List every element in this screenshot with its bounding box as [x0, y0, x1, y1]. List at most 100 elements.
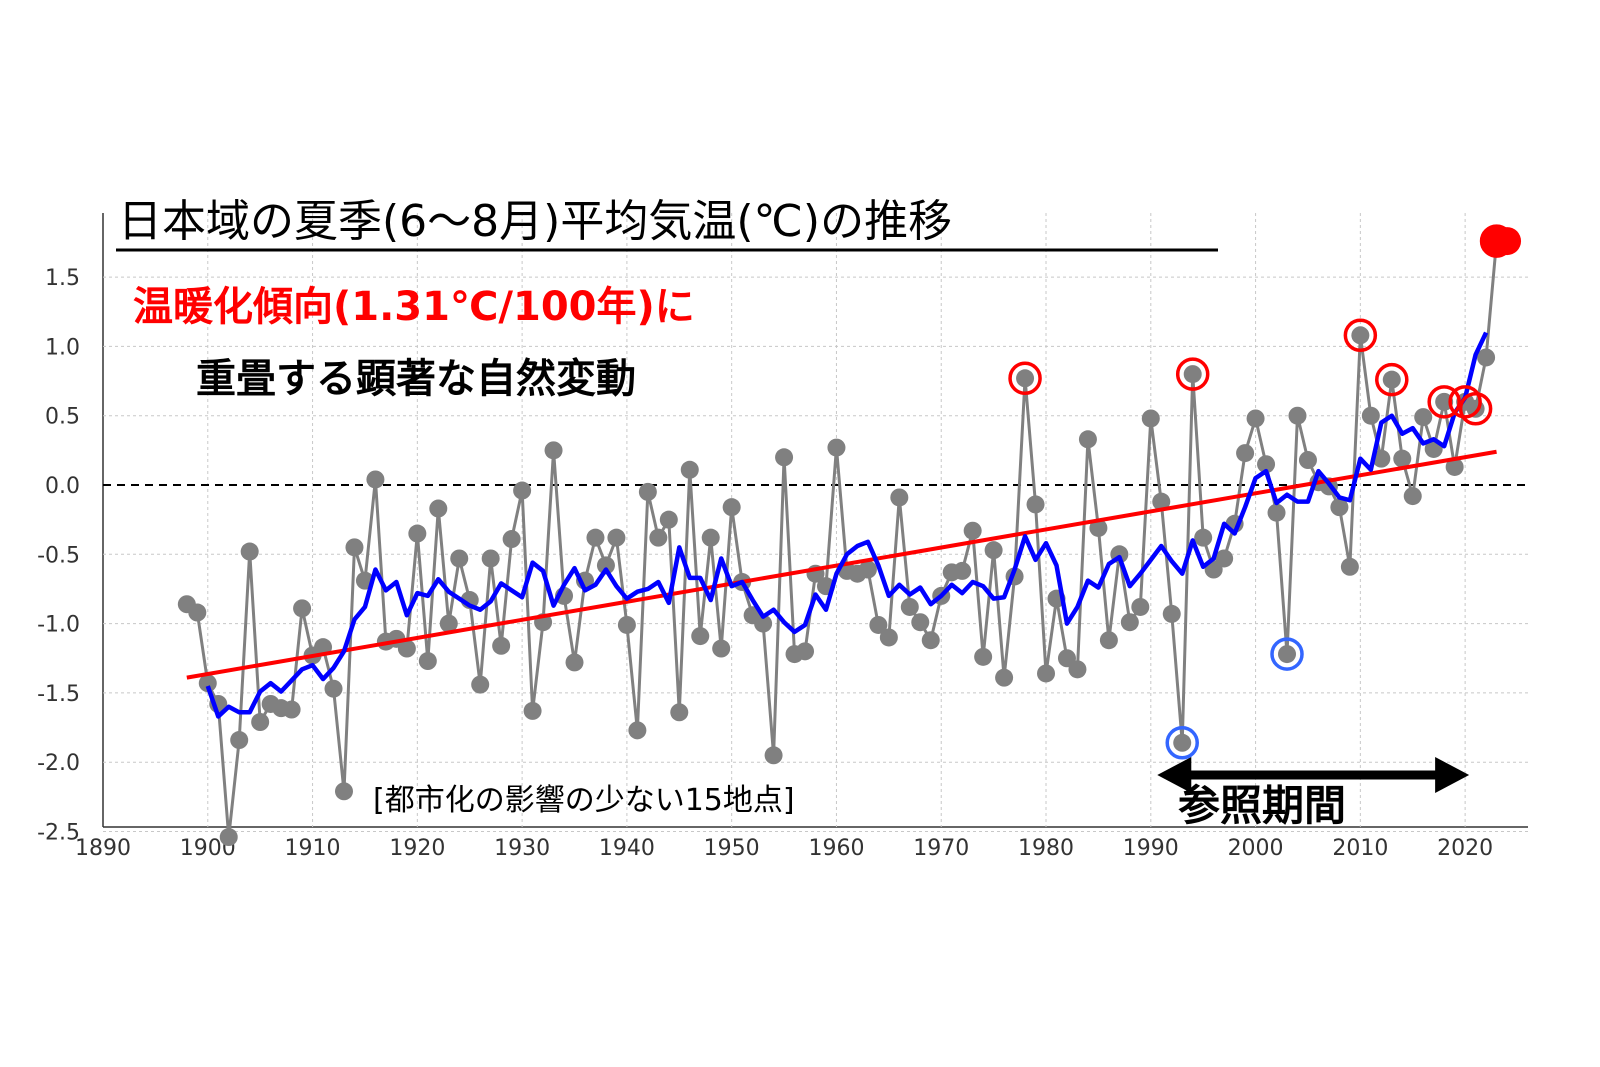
annual-point: [1340, 557, 1359, 576]
reference-period-arrow: [1157, 757, 1470, 793]
annual-point: [596, 556, 615, 575]
annual-point: [869, 615, 888, 634]
plot-frame: [102, 213, 1528, 828]
x-tick-label: 1990: [1123, 836, 1179, 861]
annual-point: [691, 627, 710, 646]
x-tick-label: 2010: [1332, 836, 1388, 861]
annual-point: [775, 448, 794, 467]
annual-point: [712, 639, 731, 658]
annual-point: [282, 700, 301, 719]
grid: [103, 213, 1528, 832]
annual-point: [429, 499, 448, 518]
annual-point: [293, 599, 312, 618]
annual-point: [1037, 664, 1056, 683]
x-tick-label: 1960: [808, 836, 864, 861]
station-note: [都市化の影響の少ない15地点]: [373, 783, 795, 818]
annual-point: [1288, 406, 1307, 425]
annual-point: [995, 668, 1014, 687]
x-tick-label: 1890: [75, 836, 131, 861]
record-point: [1493, 227, 1522, 256]
annual-point: [1152, 492, 1171, 511]
record-markers: [1482, 227, 1522, 256]
reference-period-label: 参照期間: [1178, 781, 1346, 830]
annual-point: [974, 647, 993, 666]
annual-point: [1120, 613, 1139, 632]
annual-point: [1445, 457, 1464, 476]
y-tick-label: -0.5: [37, 543, 80, 568]
natural-variation-label: 重畳する顕著な自然変動: [196, 356, 636, 402]
annual-point: [628, 721, 647, 740]
annual-point: [953, 561, 972, 580]
annual-point: [607, 528, 626, 547]
annual-point: [219, 828, 238, 847]
plot-area: [103, 213, 1528, 827]
annual-point: [879, 628, 898, 647]
annual-point: [1078, 430, 1097, 449]
annual-point: [911, 613, 930, 632]
annual-point: [513, 481, 532, 500]
warm-highlight-ring: [1008, 361, 1042, 396]
annual-point: [345, 538, 364, 557]
annual-point: [638, 482, 657, 501]
annual-point: [1131, 597, 1150, 616]
annual-point: [796, 642, 815, 661]
running-mean-series: [205, 331, 1489, 719]
y-tick-label: -2.0: [37, 751, 80, 776]
annual-point: [1477, 348, 1496, 367]
annual-point: [1173, 733, 1192, 752]
warm-highlight-ring: [1375, 362, 1409, 397]
annual-point: [1016, 369, 1035, 388]
x-tick-label: 2020: [1437, 836, 1493, 861]
annual-point: [1414, 408, 1433, 427]
annual-point: [1403, 487, 1422, 506]
annual-point: [858, 560, 877, 579]
warm-highlight-ring: [1175, 357, 1210, 391]
annual-point: [649, 528, 668, 547]
x-tick-label: 1980: [1018, 836, 1074, 861]
annual-point: [544, 441, 563, 460]
annual-point: [1351, 326, 1370, 345]
cool-highlight-ring: [1165, 726, 1199, 760]
annual-point: [1435, 392, 1454, 411]
y-tick-label: 1.0: [45, 335, 80, 360]
x-tick-label: 2000: [1228, 836, 1284, 861]
annual-point: [492, 636, 511, 655]
annual-point: [1330, 498, 1349, 517]
annual-point: [439, 614, 458, 633]
y-tick-label: -2.5: [37, 821, 80, 846]
warm-highlight-ring: [1427, 385, 1461, 419]
annual-point: [1141, 409, 1160, 428]
y-tick-label: 0.5: [45, 405, 80, 430]
annual-point: [1099, 631, 1118, 650]
y-tick-label: 1.5: [45, 266, 80, 291]
x-tick-label: 1920: [389, 836, 445, 861]
annual-point: [324, 679, 343, 698]
annual-point: [680, 460, 699, 479]
annual-point: [1183, 365, 1202, 384]
annual-point: [827, 438, 846, 457]
annual-point: [722, 498, 741, 517]
annual-point: [450, 549, 469, 568]
annual-point: [1246, 409, 1265, 428]
annual-point: [397, 639, 416, 658]
annual-point: [1393, 449, 1412, 468]
annual-point: [900, 597, 919, 616]
annual-point: [984, 541, 1003, 560]
x-tick-label: 1950: [704, 836, 760, 861]
annual-point: [523, 701, 542, 720]
y-tick-label: 0.0: [45, 474, 80, 499]
y-tick-label: -1.5: [37, 682, 80, 707]
annual-point: [1162, 604, 1181, 623]
warm-highlight-ring: [1458, 392, 1493, 426]
annual-point: [1089, 518, 1108, 537]
reference-arrow-left-head: [1157, 757, 1192, 793]
annual-point: [1257, 455, 1276, 474]
annual-point: [230, 731, 249, 750]
annual-point: [334, 782, 353, 801]
annual-point: [963, 521, 982, 540]
cool-highlight-ring: [1270, 637, 1304, 671]
annual-point: [659, 510, 678, 529]
annual-point: [481, 549, 500, 568]
annual-point: [1382, 370, 1401, 389]
